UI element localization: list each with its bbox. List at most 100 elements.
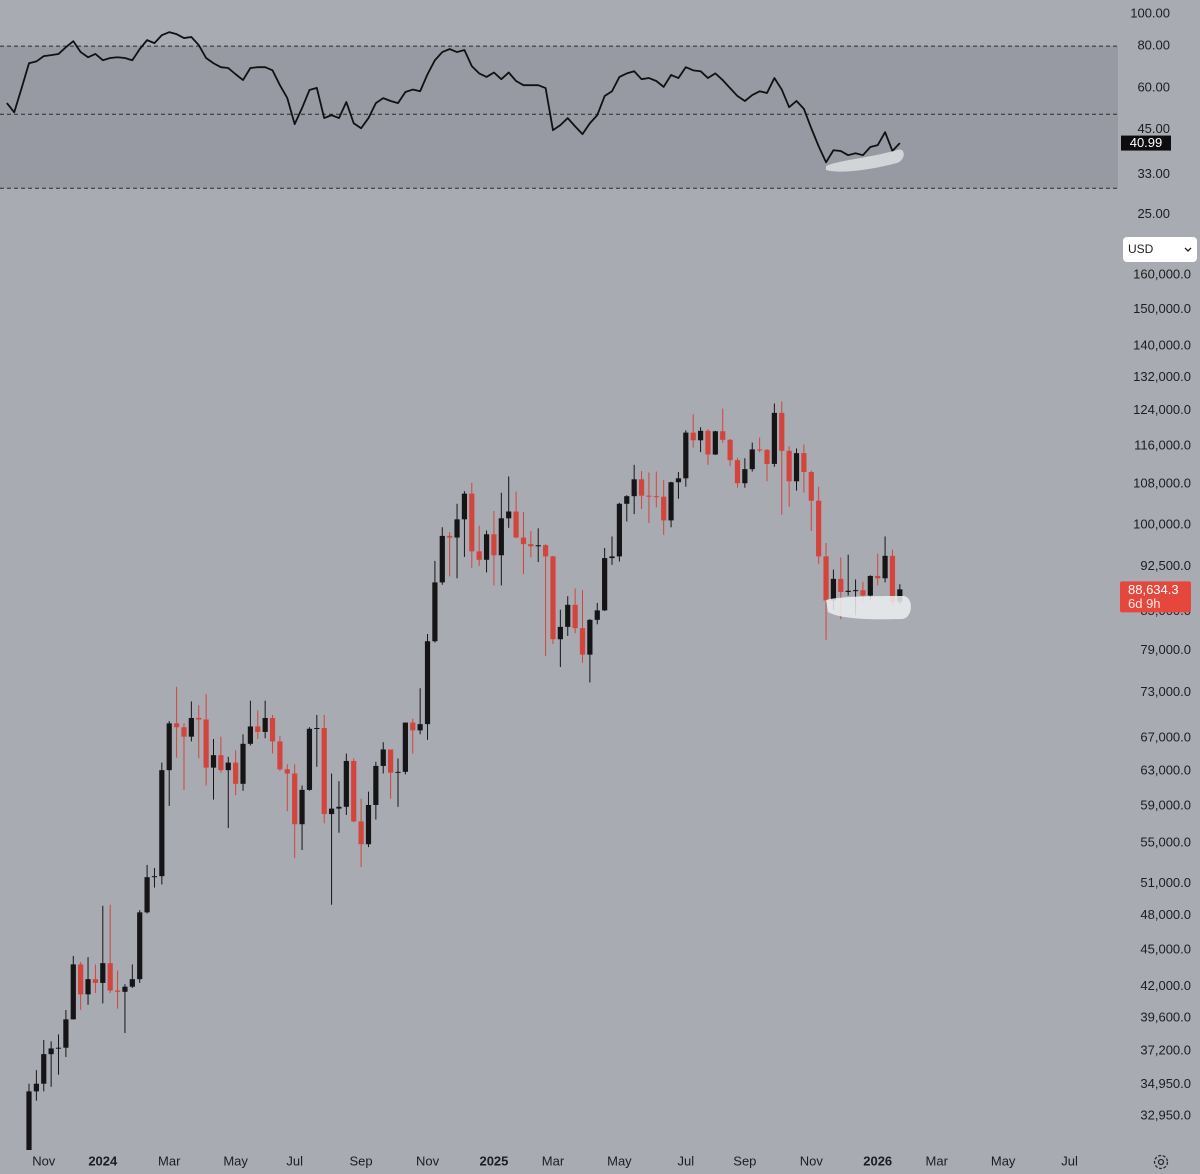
candle-body: [757, 449, 763, 451]
candle-body: [683, 432, 689, 479]
candle-body: [860, 590, 866, 596]
candle-body: [439, 535, 445, 583]
currency-label[interactable]: USD: [1128, 242, 1154, 256]
candle-body: [830, 578, 837, 601]
x-tick-label: Nov: [32, 1153, 56, 1168]
candle-body: [343, 760, 349, 807]
price-tick-label: 51,000.0: [1140, 875, 1191, 890]
candle-body: [771, 412, 777, 464]
candle-body: [203, 719, 209, 768]
rsi-tick-label: 60.00: [1137, 79, 1170, 94]
candle-body: [107, 963, 113, 991]
candle-body: [616, 503, 622, 557]
currency-selector[interactable]: USD: [1123, 237, 1197, 262]
candle-body: [867, 575, 873, 596]
candle-body: [181, 727, 187, 737]
candle-body: [277, 741, 283, 770]
candle-body: [882, 555, 888, 579]
price-tick-label: 79,000.0: [1140, 642, 1191, 657]
rsi-tick-label: 100.00: [1130, 5, 1170, 20]
gear-outer[interactable]: [1153, 1154, 1169, 1170]
candle-body: [498, 518, 504, 556]
candle-body: [675, 478, 682, 483]
x-tick-label: 2025: [479, 1153, 508, 1168]
candle-body: [447, 535, 453, 538]
price-highlight: [826, 596, 911, 620]
price-tick-label: 116,000.0: [1134, 438, 1191, 453]
gear-inner[interactable]: [1157, 1158, 1165, 1166]
candle-body: [151, 876, 158, 878]
candle-body: [668, 482, 674, 521]
candle-body: [720, 431, 726, 440]
candle-body: [557, 626, 563, 640]
x-tick-label: Nov: [416, 1153, 440, 1168]
candle-body: [225, 762, 231, 771]
candle-body: [424, 641, 431, 725]
candle-body: [513, 511, 519, 538]
candle-body: [33, 1083, 39, 1092]
price-tick-label: 32,950.0: [1140, 1107, 1191, 1122]
candle-body: [602, 558, 608, 611]
candle-body: [646, 495, 652, 497]
price-tick-label: 73,000.0: [1140, 684, 1191, 699]
price-tick-label: 63,000.0: [1140, 762, 1191, 777]
x-tick-label: Jul: [678, 1153, 695, 1168]
rsi-band: [0, 46, 1118, 189]
candle-body: [579, 628, 586, 655]
settings-icon[interactable]: [1153, 1154, 1169, 1170]
candle-body: [875, 575, 881, 579]
candle-body: [506, 511, 512, 519]
candle-body: [233, 762, 239, 784]
candle-body: [631, 479, 637, 497]
candle-body: [565, 604, 571, 627]
candle-body: [48, 1048, 54, 1055]
candle-body: [306, 728, 313, 790]
candle-body: [137, 912, 143, 980]
x-tick-label: May: [991, 1153, 1016, 1168]
candle-body: [166, 723, 172, 771]
candle-body: [114, 990, 121, 992]
candle-body: [572, 604, 578, 629]
candle-body: [483, 534, 490, 560]
candle-body: [284, 769, 290, 774]
candle-body: [255, 726, 261, 732]
price-value-label: 88,634.3: [1128, 582, 1179, 597]
candle-body: [122, 986, 128, 992]
candle-body: [269, 717, 276, 742]
candle-body: [299, 789, 305, 825]
candle-body: [609, 556, 615, 559]
axes: 160,000.0 150,000.0 140,000.0 132,000.0 124,…: [32, 5, 1191, 1168]
candle-body: [889, 555, 896, 602]
candle-body: [144, 877, 150, 913]
currency-box[interactable]: [1123, 237, 1197, 262]
candle-body: [129, 979, 135, 987]
x-tick-label: Mar: [926, 1153, 949, 1168]
candle-body: [742, 469, 748, 484]
candle-body: [697, 430, 704, 441]
candle-body: [712, 431, 718, 455]
price-tick-label: 39,600.0: [1140, 1009, 1191, 1024]
rsi-tick-label: 45.00: [1137, 121, 1170, 136]
candle-body: [55, 1047, 62, 1049]
candle-body: [380, 749, 386, 766]
candle-body: [653, 496, 659, 498]
candle-body: [402, 722, 408, 772]
candle-body: [535, 545, 541, 547]
candle-body: [690, 432, 696, 441]
candle-body: [321, 728, 327, 815]
candle-body: [801, 453, 807, 473]
candle-body: [461, 493, 468, 520]
x-tick-label: 2024: [88, 1153, 118, 1168]
candle-body: [779, 412, 785, 451]
chevron[interactable]: [1184, 247, 1192, 252]
price-tick-label: 45,000.0: [1140, 941, 1191, 956]
candle-body: [808, 472, 814, 501]
price-tick-label: 37,200.0: [1140, 1043, 1191, 1058]
candle-body: [749, 449, 755, 470]
candle-body: [491, 534, 497, 556]
price-pane: [26, 401, 903, 1150]
candle-body: [365, 804, 372, 845]
price-value-box: [1120, 581, 1191, 613]
